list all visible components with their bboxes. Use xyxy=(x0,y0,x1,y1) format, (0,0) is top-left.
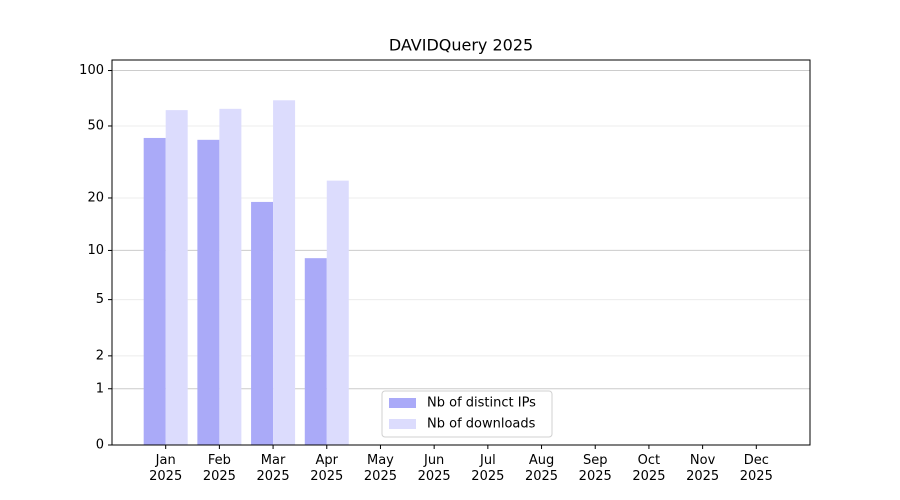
legend-label: Nb of downloads xyxy=(427,417,536,432)
bar xyxy=(273,100,296,446)
bar xyxy=(165,110,188,445)
x-tick-label: Sep 2025 xyxy=(578,453,612,484)
bar xyxy=(326,180,349,445)
plot-frame xyxy=(111,59,811,446)
x-tick-label: Jun 2025 xyxy=(417,453,451,484)
x-tick-label: Apr 2025 xyxy=(310,453,344,484)
legend-box xyxy=(381,390,553,438)
x-tick-label: Jan 2025 xyxy=(149,453,183,484)
legend-swatch xyxy=(389,398,416,408)
legend-swatch xyxy=(389,419,416,429)
y-tick-label: 5 xyxy=(96,292,104,307)
y-tick-label: 20 xyxy=(87,190,104,205)
legend-label: Nb of distinct IPs xyxy=(427,396,536,411)
x-tick-label: Feb 2025 xyxy=(202,453,236,484)
y-tick-label: 10 xyxy=(87,243,104,258)
y-tick-label: 1 xyxy=(96,381,104,396)
y-tick-label: 50 xyxy=(87,118,104,133)
x-tick-label: Mar 2025 xyxy=(256,453,290,484)
bar xyxy=(219,108,242,446)
x-tick-label: Oct 2025 xyxy=(632,453,666,484)
bar xyxy=(143,137,166,446)
y-tick-label: 100 xyxy=(79,63,104,78)
x-tick-label: May 2025 xyxy=(363,453,397,484)
bar xyxy=(251,201,274,445)
x-tick-label: Nov 2025 xyxy=(686,453,720,484)
chart-title: DAVIDQuery 2025 xyxy=(389,36,533,55)
bar xyxy=(197,139,220,446)
bar xyxy=(304,258,327,445)
x-tick-label: Dec 2025 xyxy=(739,453,773,484)
x-tick-label: Aug 2025 xyxy=(524,453,559,484)
x-tick-label: Jul 2025 xyxy=(471,453,505,484)
y-tick-label: 2 xyxy=(96,348,104,363)
legend: Nb of distinct IPs Nb of downloads xyxy=(381,390,553,438)
y-tick-label: 0 xyxy=(96,438,104,453)
